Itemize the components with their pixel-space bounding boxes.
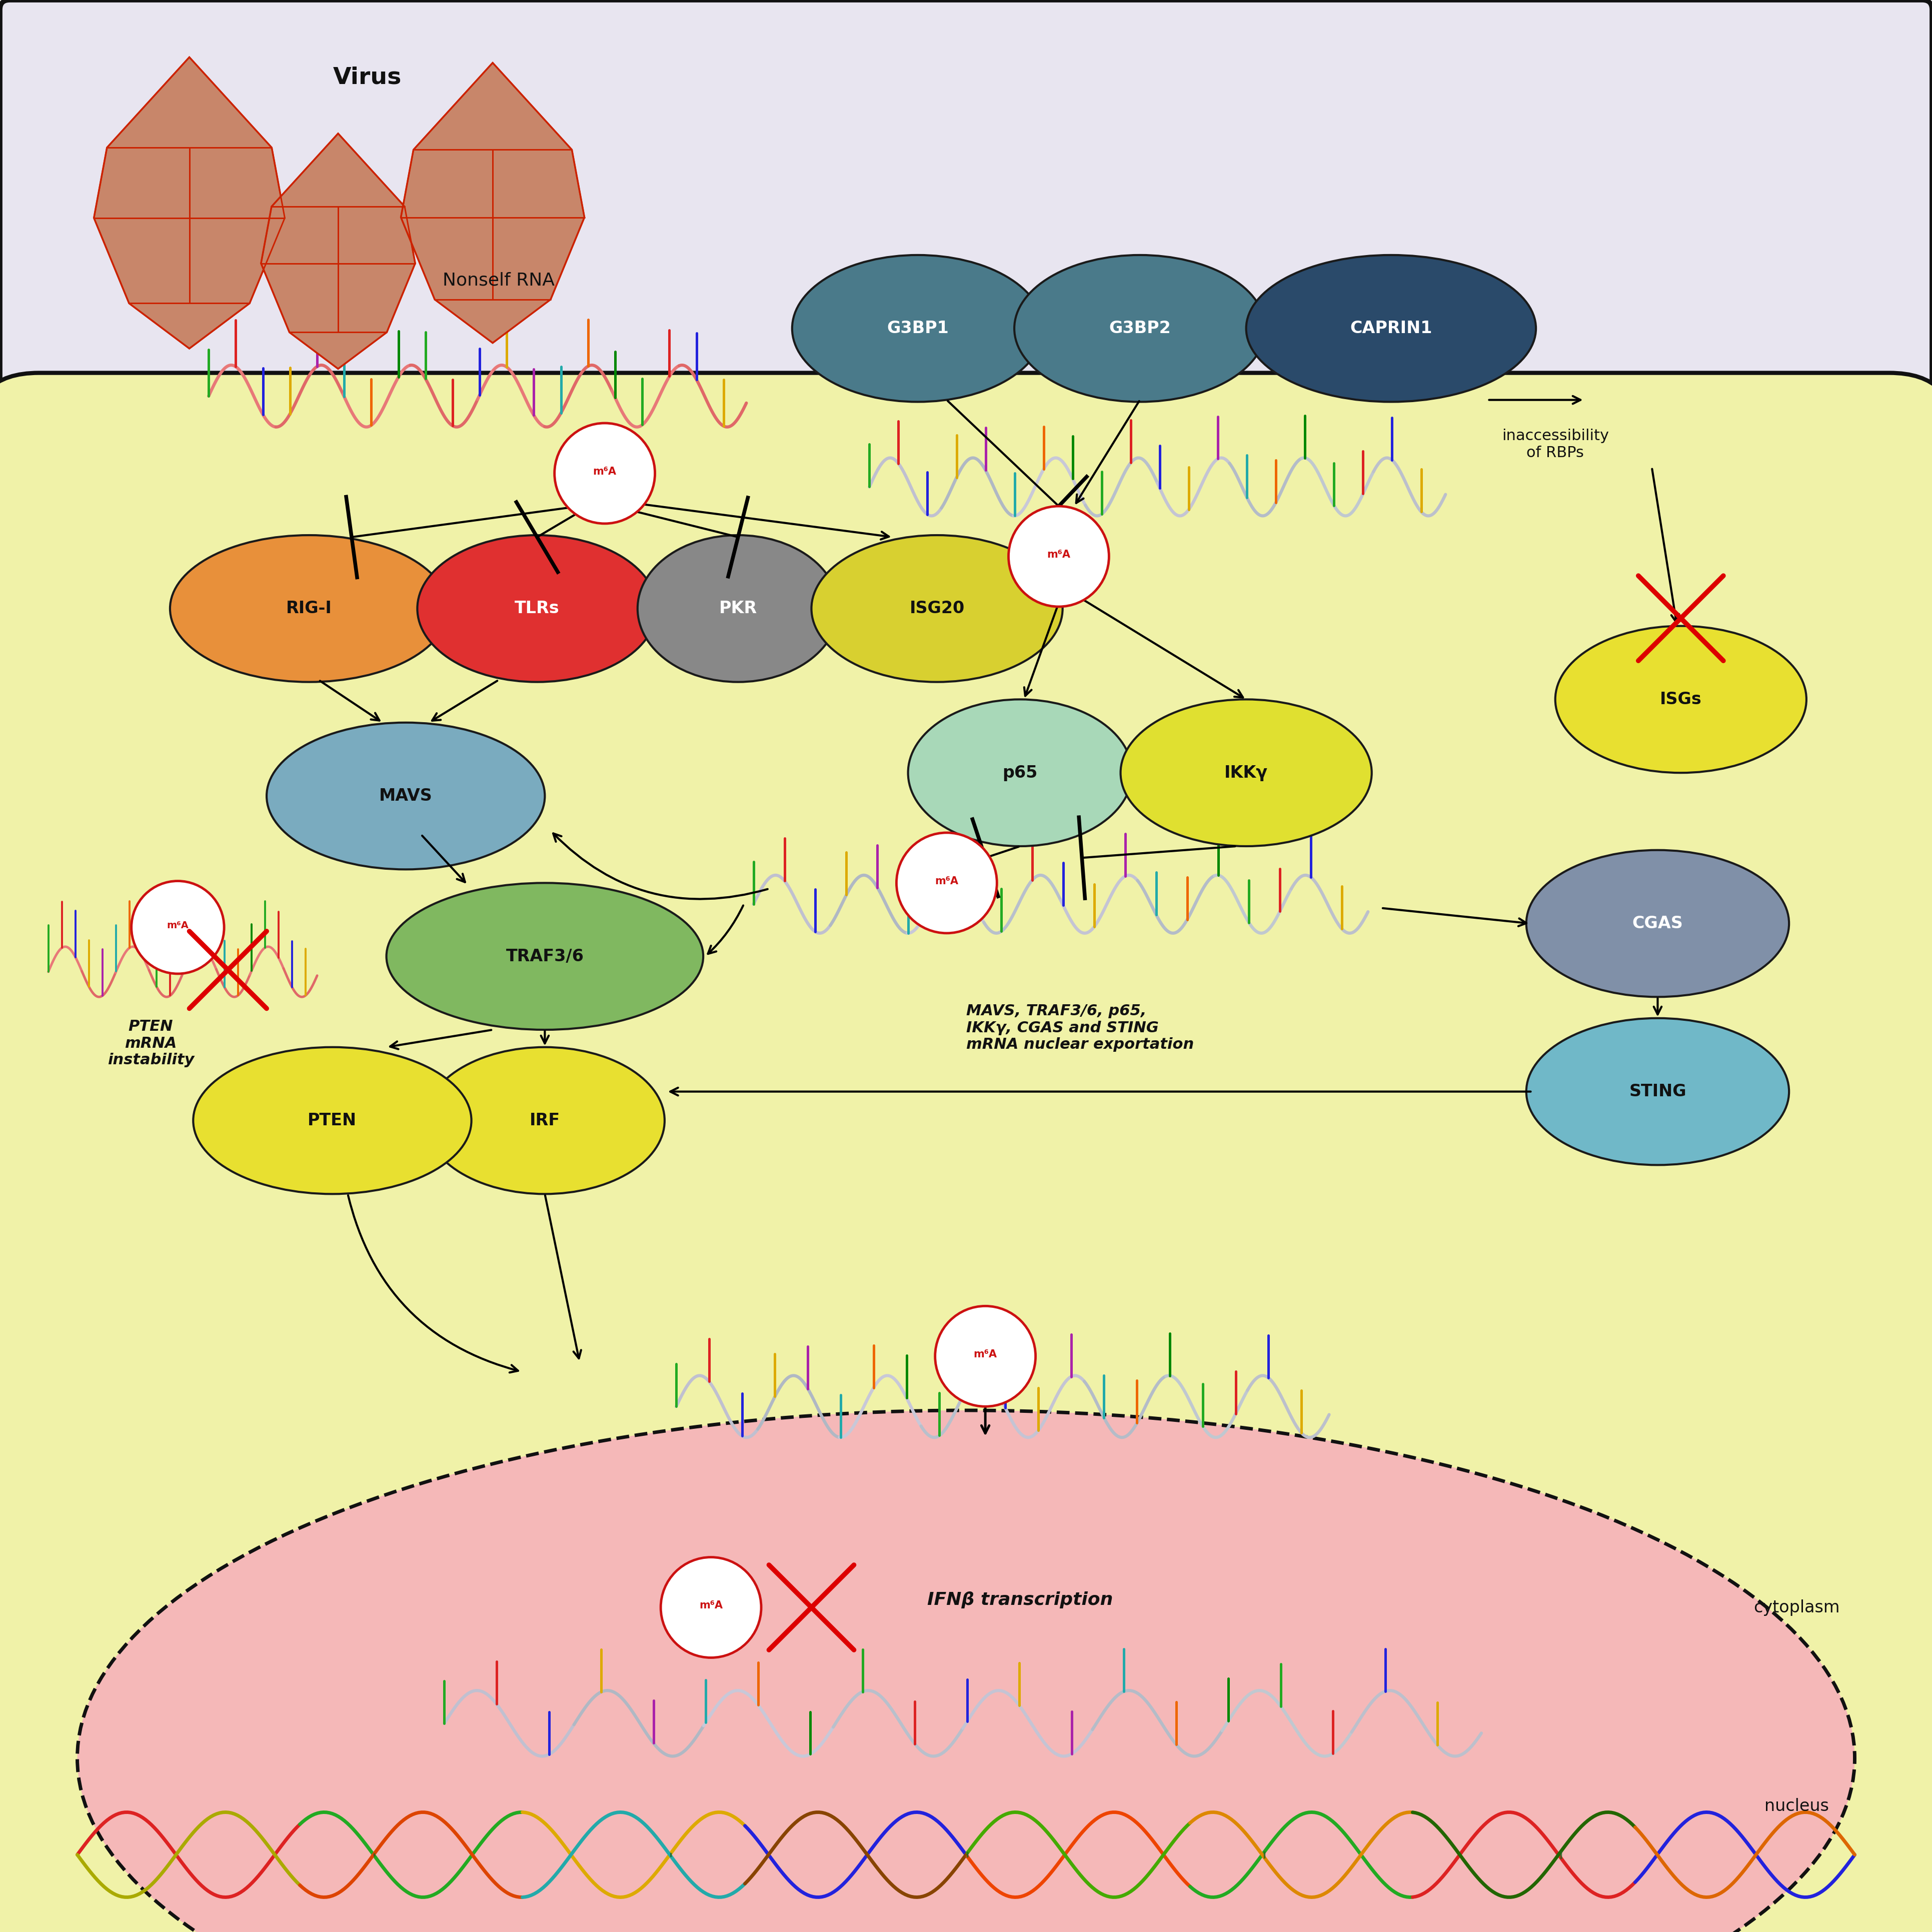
Ellipse shape (417, 535, 657, 682)
Ellipse shape (1555, 626, 1806, 773)
Ellipse shape (811, 535, 1063, 682)
Ellipse shape (77, 1410, 1855, 1932)
Ellipse shape (193, 1047, 471, 1194)
Circle shape (131, 881, 224, 974)
Text: PKR: PKR (719, 601, 757, 616)
Ellipse shape (386, 883, 703, 1030)
Text: m⁶A: m⁶A (593, 466, 616, 477)
Text: Nonself RNA: Nonself RNA (442, 272, 554, 288)
Ellipse shape (425, 1047, 665, 1194)
Ellipse shape (638, 535, 838, 682)
FancyBboxPatch shape (0, 373, 1932, 1932)
Circle shape (896, 833, 997, 933)
Circle shape (935, 1306, 1036, 1406)
Text: p65: p65 (1003, 765, 1037, 781)
Text: MAVS: MAVS (379, 788, 433, 804)
Text: IRF: IRF (529, 1113, 560, 1128)
Text: PTEN
mRNA
instability: PTEN mRNA instability (108, 1020, 193, 1066)
Text: MAVS, TRAF3/6, p65,
IKKγ, CGAS and STING
mRNA nuclear exportation: MAVS, TRAF3/6, p65, IKKγ, CGAS and STING… (966, 1005, 1194, 1051)
Ellipse shape (1014, 255, 1265, 402)
Text: STING: STING (1629, 1084, 1687, 1099)
Text: RIG-I: RIG-I (286, 601, 332, 616)
Text: ISGs: ISGs (1660, 692, 1702, 707)
Text: nucleus: nucleus (1764, 1799, 1830, 1814)
Text: cytoplasm: cytoplasm (1754, 1600, 1839, 1615)
Text: Virus: Virus (332, 66, 402, 89)
Polygon shape (261, 133, 415, 369)
Ellipse shape (1526, 850, 1789, 997)
Ellipse shape (1246, 255, 1536, 402)
Circle shape (554, 423, 655, 524)
Circle shape (661, 1557, 761, 1658)
Text: TLRs: TLRs (514, 601, 560, 616)
Text: G3BP2: G3BP2 (1109, 321, 1171, 336)
Ellipse shape (908, 699, 1132, 846)
Text: TRAF3/6: TRAF3/6 (506, 949, 583, 964)
Ellipse shape (792, 255, 1043, 402)
Text: m⁶A: m⁶A (1047, 549, 1070, 560)
Polygon shape (95, 58, 284, 348)
Polygon shape (402, 62, 583, 344)
Text: G3BP1: G3BP1 (887, 321, 949, 336)
Ellipse shape (1121, 699, 1372, 846)
Text: IKKγ: IKKγ (1225, 765, 1267, 781)
Ellipse shape (267, 723, 545, 869)
Text: m⁶A: m⁶A (166, 922, 189, 929)
Text: PTEN: PTEN (307, 1113, 357, 1128)
Text: m⁶A: m⁶A (974, 1349, 997, 1360)
Ellipse shape (170, 535, 448, 682)
Ellipse shape (1526, 1018, 1789, 1165)
Text: CGAS: CGAS (1633, 916, 1683, 931)
Circle shape (1009, 506, 1109, 607)
Text: CAPRIN1: CAPRIN1 (1350, 321, 1432, 336)
Text: IFNβ transcription: IFNβ transcription (927, 1592, 1113, 1607)
Text: ISG20: ISG20 (910, 601, 964, 616)
Text: m⁶A: m⁶A (935, 875, 958, 887)
Text: m⁶A: m⁶A (699, 1600, 723, 1611)
Text: inaccessibility
of RBPs: inaccessibility of RBPs (1501, 429, 1609, 460)
